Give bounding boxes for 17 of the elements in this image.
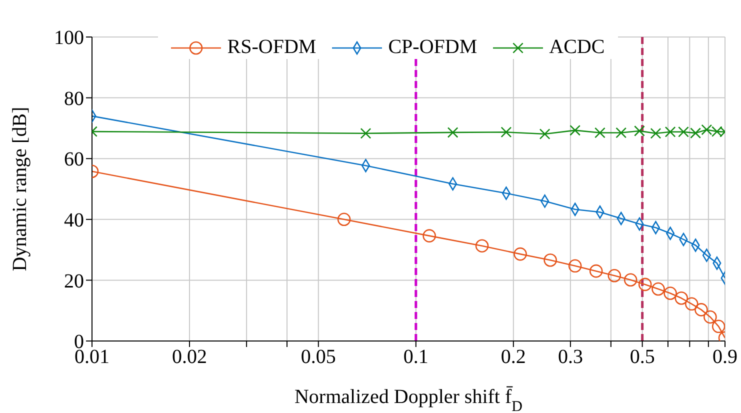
y-tick-label: 80	[64, 88, 84, 110]
x-tick-label: 0.3	[558, 346, 583, 368]
y-tick-label: 100	[54, 27, 84, 50]
x-tick-label: 0.1	[403, 346, 428, 368]
x-tick-label: 0.5	[630, 346, 655, 368]
legend-label: RS-OFDM	[227, 36, 316, 59]
y-tick-label: 40	[64, 210, 84, 232]
y-tick-label: 60	[64, 148, 84, 171]
x-tick-label: 0.05	[300, 346, 336, 368]
y-axis-title: Dynamic range [dB]	[9, 106, 31, 272]
legend-label: ACDC	[549, 36, 605, 59]
legend-label: CP-OFDM	[388, 36, 478, 59]
x-tick-label: 0.02	[172, 346, 208, 368]
x-axis-title: Normalized Doppler shift f̄$_{D}$	[294, 385, 523, 413]
x-tick-label: 0.9	[712, 346, 738, 368]
y-tick-label: 20	[64, 270, 84, 292]
x-tick-label: 0.2	[500, 346, 526, 368]
